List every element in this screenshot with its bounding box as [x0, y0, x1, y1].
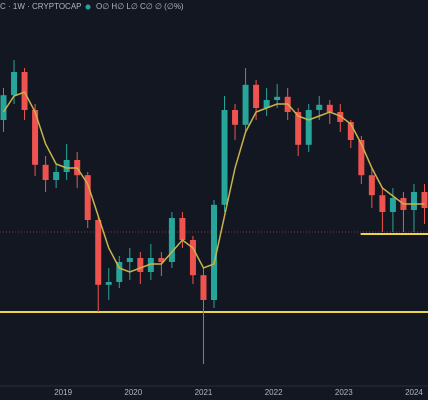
candle-body — [305, 110, 312, 145]
candle-body — [211, 204, 217, 300]
plot — [0, 60, 428, 364]
x-tick-label: 2022 — [265, 388, 283, 397]
candle-body — [253, 84, 260, 108]
candle-body — [137, 258, 144, 272]
candle-body — [389, 198, 396, 212]
candle-body — [274, 96, 281, 100]
candle-body — [158, 258, 165, 262]
candle-body — [179, 218, 186, 240]
symbol: C · 1W · CRYPTOCAP — [0, 2, 82, 11]
candle-body — [263, 100, 270, 108]
candle-body — [32, 110, 39, 165]
candle-body — [358, 140, 365, 176]
candle-body — [63, 160, 70, 172]
candle-body — [95, 220, 102, 285]
candle-body — [168, 218, 175, 262]
candle-body — [295, 112, 302, 145]
candle-body — [242, 84, 249, 125]
candle-body — [189, 240, 196, 276]
candle-body — [379, 195, 386, 212]
candle-body — [42, 164, 49, 180]
x-tick-label: 2020 — [124, 388, 142, 397]
candle-body — [84, 175, 91, 220]
candle-body — [326, 104, 333, 112]
time-axis — [0, 386, 428, 400]
candle-body — [11, 72, 18, 96]
candle-body — [116, 262, 123, 282]
candle-body — [105, 282, 112, 285]
x-tick-label: 2023 — [335, 388, 353, 397]
ohlc-readout: O∅ H∅ L∅ C∅ ∅ (∅%) — [96, 2, 184, 11]
x-tick-label: 2019 — [54, 388, 72, 397]
candle-body — [0, 95, 7, 120]
x-tick-label: 2021 — [195, 388, 213, 397]
x-tick-label: 2024 — [405, 388, 423, 397]
candle-body — [21, 72, 28, 110]
candle-body — [347, 122, 354, 140]
candle-body — [421, 192, 428, 208]
candle-body — [316, 104, 323, 110]
candle-body — [53, 172, 60, 180]
status-dot — [85, 4, 91, 10]
candle-body — [232, 110, 239, 125]
candle-body — [221, 110, 228, 205]
candle-body — [126, 258, 133, 262]
candle-body — [337, 112, 344, 122]
candle-body — [368, 175, 375, 196]
candle-body — [147, 258, 154, 272]
candle-body — [200, 275, 207, 300]
candle-body — [410, 192, 417, 210]
moving-average — [2, 91, 425, 273]
